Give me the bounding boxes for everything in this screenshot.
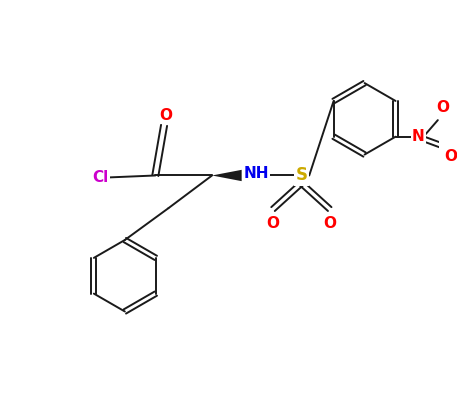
- Text: O: O: [160, 108, 173, 123]
- Text: S: S: [295, 166, 308, 185]
- Text: O: O: [323, 216, 336, 231]
- Text: O: O: [444, 149, 457, 164]
- Text: O: O: [436, 100, 450, 115]
- Text: NH: NH: [244, 166, 269, 181]
- Text: Cl: Cl: [93, 170, 109, 185]
- Polygon shape: [212, 170, 242, 181]
- Text: O: O: [266, 216, 280, 231]
- Text: N: N: [412, 129, 425, 144]
